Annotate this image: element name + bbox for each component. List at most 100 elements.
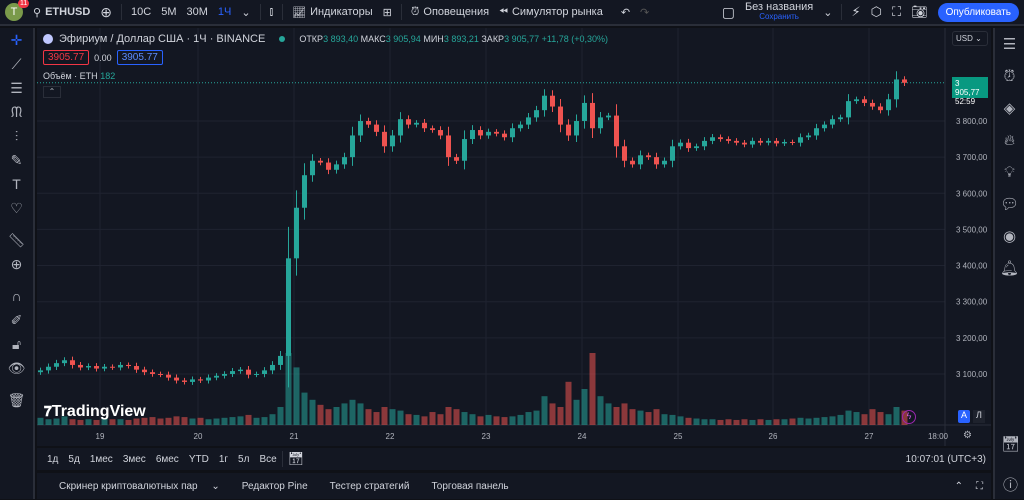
candle-body: [350, 135, 355, 158]
volume-bar: [469, 414, 476, 425]
price-tick-label: 3 600,00: [956, 189, 988, 198]
camera-icon[interactable]: 📷︎: [911, 4, 928, 19]
hotlist-icon[interactable]: 🔥︎: [1003, 131, 1015, 149]
indicators-button[interactable]: 📈︎ Индикаторы: [292, 6, 373, 19]
buy-button[interactable]: 3905.77: [116, 50, 163, 65]
tab-trading-panel[interactable]: Торговая панель: [431, 480, 509, 492]
trend-line-icon[interactable]: ⟋: [11, 55, 22, 72]
lock-drawing-icon[interactable]: ✐: [10, 311, 23, 328]
sell-button[interactable]: 3905.77: [43, 50, 90, 65]
help-icon[interactable]: ⓘ: [1002, 476, 1018, 494]
watchlist-icon[interactable]: ☰: [1002, 36, 1017, 53]
range-all[interactable]: Все: [259, 453, 277, 465]
range-1m[interactable]: 1мес: [89, 453, 113, 465]
price-chart[interactable]: 3 800,00 3 700,00 3 600,00 3 500,00 3 400,00…: [37, 28, 991, 446]
interval-5m[interactable]: 5М: [161, 6, 177, 18]
ideas-icon[interactable]: 💡︎: [1004, 163, 1015, 181]
maximize-icon[interactable]: ⛶: [976, 480, 983, 492]
volume-bar: [429, 412, 436, 425]
eye-icon[interactable]: 👁︎: [7, 359, 26, 376]
candles-icon[interactable]: ⫾: [269, 5, 274, 18]
symbol-search[interactable]: ⚲ ETHUSD: [33, 6, 91, 19]
ruler-icon[interactable]: 📏︎: [7, 231, 26, 248]
volume-bar: [269, 414, 276, 425]
redo-icon[interactable]: ↷: [640, 6, 650, 19]
range-ytd[interactable]: YTD: [188, 453, 209, 465]
interval-1h[interactable]: 1Ч: [217, 6, 232, 18]
chart-pane[interactable]: 3 800,00 3 700,00 3 600,00 3 500,00 3 400,00…: [37, 28, 991, 446]
range-5d[interactable]: 5д: [68, 453, 80, 465]
interval-30m[interactable]: 30М: [186, 6, 208, 18]
auto-scale-button[interactable]: A: [958, 410, 970, 423]
tab-strategy-tester[interactable]: Тестер стратегий: [329, 480, 410, 492]
clock[interactable]: 10:07:01 (UTC+3): [905, 453, 986, 465]
layout-icon[interactable]: ▢: [721, 3, 735, 20]
volume-bar: [125, 419, 132, 425]
chat-icon[interactable]: 💬︎: [999, 196, 1020, 213]
tradingview-watermark[interactable]: 𝟕TradingView: [44, 403, 146, 420]
heart-icon[interactable]: ♡: [10, 199, 23, 216]
alarm-icon[interactable]: ⏰︎: [1003, 67, 1016, 85]
volume-bar: [765, 419, 772, 425]
chevron-down-icon[interactable]: ⌄: [823, 6, 833, 19]
candle-body: [790, 141, 795, 143]
undo-icon[interactable]: ↶: [620, 6, 631, 19]
volume-bar: [245, 414, 252, 425]
candle-body: [254, 373, 259, 375]
layers-icon[interactable]: ◈: [1003, 100, 1016, 117]
goto-date-icon[interactable]: 📅︎: [281, 451, 310, 467]
bell-icon[interactable]: 🔔︎: [999, 260, 1020, 277]
volume-bar: [205, 419, 212, 425]
volume-bar: [589, 353, 596, 425]
zoom-icon[interactable]: ⊕: [10, 255, 23, 272]
right-sidebar: ☰ ⏰︎ ◈ 🔥︎ 💡︎ 💬︎ ◉ 🔔︎ 📅︎ ⓘ: [993, 28, 1024, 499]
currency-select[interactable]: USD ⌄: [952, 31, 988, 46]
text-icon[interactable]: T: [12, 176, 21, 192]
candle-body: [526, 117, 531, 125]
log-scale-button[interactable]: Л: [973, 410, 985, 423]
range-1d[interactable]: 1д: [47, 453, 59, 465]
range-5y[interactable]: 5л: [238, 453, 250, 465]
templates-icon[interactable]: ⊞: [382, 6, 392, 19]
tab-pine-editor[interactable]: Редактор Pine: [241, 480, 308, 492]
quick-search-icon[interactable]: ⚡︎: [851, 4, 861, 19]
layout-menu[interactable]: Без названия Сохранить: [744, 1, 814, 22]
lightning-icon[interactable]: ϟ: [902, 410, 916, 424]
candle-body: [550, 95, 555, 107]
crosshair-icon[interactable]: ✛: [10, 31, 23, 48]
streams-icon[interactable]: ◉: [1002, 228, 1017, 245]
prediction-icon[interactable]: ⫶: [14, 127, 19, 144]
candle-body: [838, 117, 843, 120]
range-1y[interactable]: 1г: [218, 453, 229, 465]
candle-body: [726, 139, 731, 141]
tab-crypto-screener[interactable]: Скринер криптовалютных пар ⌄: [59, 480, 220, 492]
avatar[interactable]: T 11: [0, 0, 30, 21]
pattern-icon[interactable]: ᙏ: [10, 103, 23, 120]
chevron-up-icon[interactable]: ⌃: [954, 480, 963, 492]
add-symbol-button[interactable]: ⊕: [100, 3, 113, 20]
candle-body: [766, 140, 771, 143]
volume-bar: [109, 419, 116, 425]
lock-icon[interactable]: 🔓︎: [11, 335, 22, 352]
volume-bar: [613, 407, 620, 425]
volume-bar: [549, 403, 556, 425]
range-3m[interactable]: 3мес: [122, 453, 146, 465]
volume-bar: [797, 417, 804, 425]
range-6m[interactable]: 6мес: [155, 453, 179, 465]
price-tick-label: 3 100,00: [956, 370, 988, 379]
candle-body: [278, 355, 283, 365]
fullscreen-icon[interactable]: ⛶: [891, 4, 902, 19]
time-axis-settings-icon[interactable]: ⚙︎: [963, 430, 972, 441]
brush-icon[interactable]: ✎: [10, 151, 23, 168]
publish-button[interactable]: Опубликовать: [937, 2, 1019, 22]
calendar-icon[interactable]: 📅︎: [1000, 436, 1021, 453]
collapse-legend-button[interactable]: ⌃: [43, 86, 61, 98]
interval-10s[interactable]: 10С: [131, 6, 152, 18]
magnet-icon[interactable]: ∩: [11, 288, 22, 304]
replay-button[interactable]: ⏪︎ Симулятор рынка: [499, 5, 603, 19]
chevron-down-icon[interactable]: ⌄: [241, 6, 251, 19]
fib-icon[interactable]: ☰: [10, 79, 23, 96]
settings-icon[interactable]: ⬡: [870, 4, 882, 19]
trash-icon[interactable]: 🗑︎: [7, 391, 26, 408]
alerts-button[interactable]: ⏰︎ Оповещения: [410, 5, 490, 19]
